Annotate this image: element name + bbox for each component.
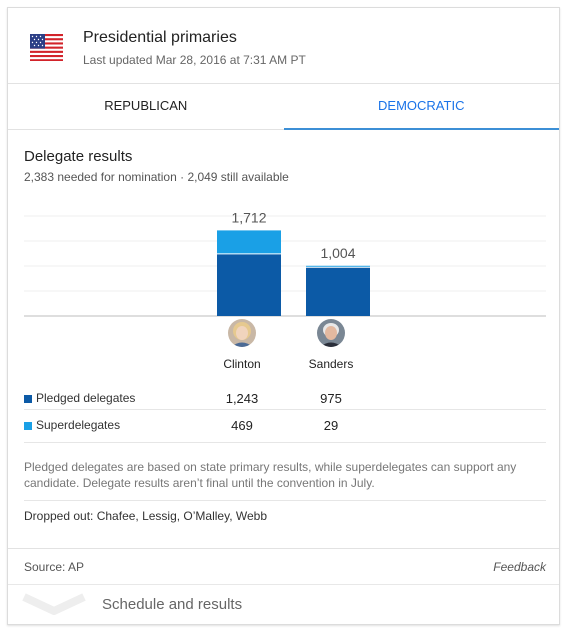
tab-democratic[interactable]: DEMOCRATIC xyxy=(283,84,559,130)
super-legend-swatch xyxy=(24,422,32,430)
active-tab-indicator xyxy=(283,128,559,130)
card-footer: Source: AP Feedback xyxy=(8,548,559,585)
super-label: Superdelegates xyxy=(36,418,121,432)
source-label: Source: AP xyxy=(24,560,85,574)
delegate-note: Pledged delegates are based on state pri… xyxy=(24,460,517,490)
clinton-portrait-icon xyxy=(228,319,256,347)
delegate-chart: 1,712 1,004 xyxy=(24,209,546,317)
last-updated: Last updated Mar 28, 2016 at 7:31 AM PT xyxy=(83,53,306,67)
bar-super-clinton xyxy=(217,230,281,254)
candidate-name-clinton: Clinton xyxy=(223,357,261,371)
chevron-down-icon xyxy=(22,593,86,615)
super-row: Superdelegates 469 29 xyxy=(24,409,546,443)
pledged-row: Pledged delegates 1,243 975 xyxy=(24,383,546,416)
bar-pledged-sanders xyxy=(306,267,370,316)
party-tabs: REPUBLICAN DEMOCRATIC xyxy=(8,84,559,130)
primaries-card: Presidential primaries Last updated Mar … xyxy=(7,7,560,625)
pledged-label: Pledged delegates xyxy=(36,391,136,405)
clinton-super: 469 xyxy=(231,418,253,433)
bar-super-sanders xyxy=(306,265,370,268)
clinton-pledged: 1,243 xyxy=(225,391,259,406)
sanders-pledged: 975 xyxy=(320,391,342,406)
feedback-link[interactable]: Feedback xyxy=(493,560,546,574)
pledged-legend-swatch xyxy=(24,395,32,403)
sanders-avatar xyxy=(317,319,345,347)
us-flag-icon xyxy=(30,34,63,61)
section-title: Delegate results xyxy=(24,148,133,165)
bar-total-label-clinton: 1,712 xyxy=(231,209,266,225)
candidate-name-sanders: Sanders xyxy=(308,357,354,371)
card-header: Presidential primaries Last updated Mar … xyxy=(8,8,559,84)
note-divider xyxy=(24,500,546,501)
bar-total-label-sanders: 1,004 xyxy=(320,245,355,261)
dropped-out: Dropped out: Chafee, Lessig, O’Malley, W… xyxy=(24,509,268,523)
rows-divider xyxy=(24,442,546,443)
bar-pledged-clinton xyxy=(217,253,281,316)
clinton-avatar xyxy=(228,319,256,347)
schedule-label: Schedule and results xyxy=(102,596,243,613)
sanders-portrait-icon xyxy=(317,319,345,347)
card-title: Presidential primaries xyxy=(83,29,237,46)
schedule-expander[interactable]: Schedule and results xyxy=(8,584,559,625)
tab-republican[interactable]: REPUBLICAN xyxy=(104,98,188,113)
sanders-super: 29 xyxy=(323,418,339,433)
tab-democratic-label: DEMOCRATIC xyxy=(378,98,465,113)
section-subtitle: 2,383 needed for nomination · 2,049 stil… xyxy=(24,170,289,184)
